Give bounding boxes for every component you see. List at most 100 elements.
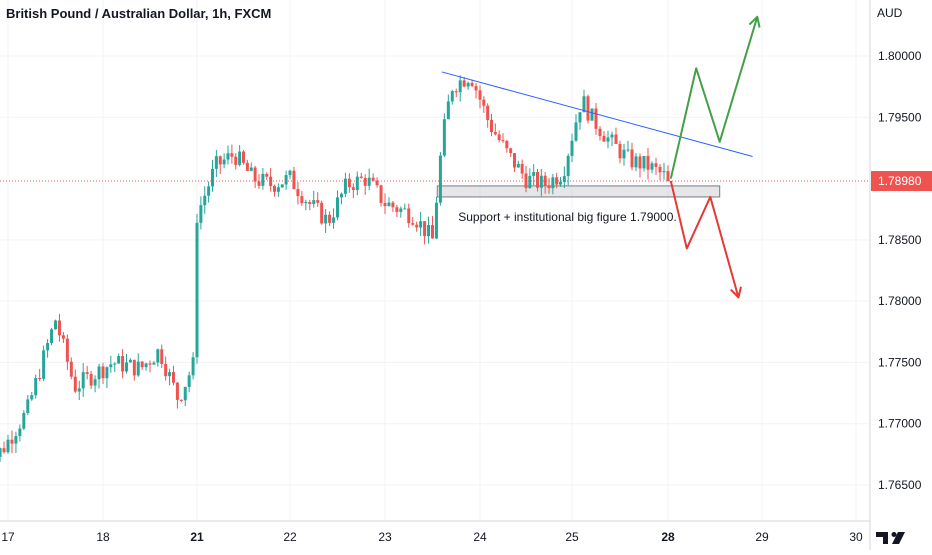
candle — [125, 353, 128, 374]
candle — [10, 430, 14, 454]
candle-body — [105, 367, 109, 379]
candle-body — [144, 363, 148, 368]
candle — [42, 345, 46, 382]
support-zone-label: Support + institutional big figure 1.790… — [458, 210, 676, 224]
candle-body — [172, 372, 175, 383]
candle — [446, 94, 450, 120]
candle — [578, 112, 582, 130]
candle — [195, 213, 199, 364]
candle-body — [265, 173, 269, 177]
candle-body — [509, 148, 513, 154]
candle — [61, 332, 65, 343]
candle — [172, 365, 175, 386]
candle — [528, 168, 532, 189]
candle — [379, 184, 383, 207]
candle-body — [234, 156, 238, 165]
candle-body — [284, 175, 288, 185]
candle — [474, 83, 478, 99]
candle-body — [207, 186, 211, 196]
candle-body — [195, 222, 199, 358]
x-tick-label: 24 — [473, 530, 487, 544]
candle — [395, 204, 399, 218]
y-tick-label: 1.78500 — [878, 233, 922, 247]
y-tick-label: 1.80000 — [878, 49, 922, 63]
candle-body — [618, 143, 622, 159]
candle — [454, 88, 458, 98]
candle-body — [6, 439, 10, 453]
candle-body — [2, 448, 6, 453]
price-tag-label: 1.78980 — [878, 174, 922, 188]
candle — [261, 168, 265, 190]
candle — [249, 162, 253, 172]
candle-body — [336, 197, 339, 218]
candle — [234, 153, 238, 170]
candle-body — [490, 120, 493, 133]
candle-body — [183, 386, 187, 401]
x-tick-label: 29 — [755, 530, 769, 544]
candles — [0, 75, 670, 462]
candle — [586, 94, 590, 124]
x-tick-label: 23 — [378, 530, 392, 544]
candle — [339, 192, 343, 205]
candle — [347, 173, 351, 193]
price-tag — [871, 171, 932, 192]
candle — [411, 217, 415, 226]
candle — [438, 151, 442, 206]
candle-body — [528, 175, 532, 189]
candle-body — [148, 363, 152, 365]
candle-body — [666, 171, 670, 182]
candle-body — [478, 90, 482, 100]
candle — [156, 348, 160, 367]
candle — [332, 208, 336, 229]
candle — [105, 366, 109, 388]
candle-body — [431, 225, 434, 239]
candle-body — [328, 214, 332, 223]
x-tick-label: 25 — [565, 530, 579, 544]
candle — [6, 434, 10, 454]
candle-body — [273, 186, 276, 192]
y-tick-label: 1.79500 — [878, 110, 922, 124]
drawing-annotations[interactable]: Support + institutional big figure 1.790… — [441, 15, 761, 299]
candle — [646, 147, 650, 180]
candle-body — [543, 175, 547, 186]
candle-body — [320, 202, 324, 224]
candle — [415, 221, 419, 232]
candle — [427, 216, 431, 244]
candle — [630, 142, 634, 171]
candle — [359, 172, 363, 179]
candle-body — [245, 162, 249, 171]
candle — [536, 169, 539, 192]
currency-label: AUD — [877, 6, 903, 20]
candle — [470, 79, 474, 88]
candle — [218, 155, 222, 174]
candle — [562, 166, 566, 189]
x-tick-label: 22 — [283, 530, 297, 544]
support-zone[interactable] — [436, 185, 721, 198]
candle — [164, 356, 168, 381]
candle-body — [85, 372, 89, 374]
candle — [183, 386, 187, 407]
candle-body — [238, 151, 242, 165]
candle-body — [474, 86, 478, 91]
candle — [284, 170, 288, 190]
candle — [614, 127, 618, 145]
candle-body — [175, 382, 179, 400]
candle-body — [383, 203, 387, 207]
candle-body — [222, 159, 226, 165]
candle-body — [497, 134, 501, 141]
candle-body — [638, 156, 642, 169]
candle-body — [427, 225, 431, 237]
candle — [343, 172, 347, 198]
candle-body — [614, 134, 618, 144]
candle — [300, 190, 304, 206]
chart-title: British Pound / Australian Dollar, 1h, F… — [6, 6, 272, 21]
candle-body — [50, 329, 54, 344]
candle-body — [574, 122, 578, 141]
candle — [516, 160, 520, 168]
candle — [81, 363, 85, 397]
candle-body — [493, 132, 497, 135]
candle-body — [203, 195, 207, 206]
